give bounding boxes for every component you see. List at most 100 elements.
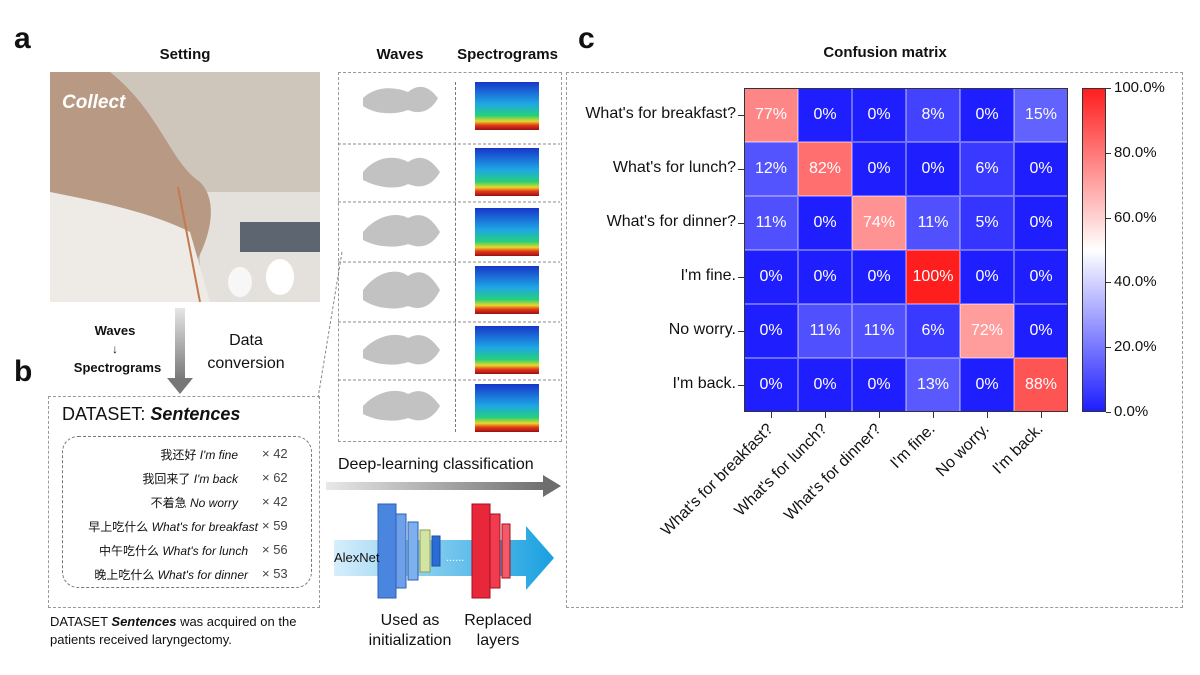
matrix-cell: 6% bbox=[906, 304, 960, 358]
matrix-cell: 0% bbox=[798, 196, 852, 250]
zoom-connector bbox=[318, 251, 343, 399]
row-label: What's for lunch? bbox=[612, 159, 736, 176]
strip-2 bbox=[363, 148, 539, 196]
matrix-cell: 0% bbox=[960, 250, 1014, 304]
row-tick bbox=[738, 223, 744, 224]
used-as-line1: Used as bbox=[380, 612, 440, 629]
replaced-line1: Replaced bbox=[464, 612, 532, 629]
row-tick bbox=[738, 169, 744, 170]
row-label: I'm fine. bbox=[680, 267, 736, 284]
waves-divider bbox=[455, 82, 456, 432]
waves-spectrograms-box bbox=[338, 72, 562, 442]
dataset-title: DATASET: Sentences bbox=[62, 404, 240, 425]
setting-title: Setting bbox=[159, 46, 211, 63]
list-item: 晚上吃什么 What's for dinner bbox=[94, 568, 248, 582]
colorbar-tick bbox=[1106, 347, 1111, 349]
column-tick bbox=[825, 412, 826, 418]
column-tick bbox=[933, 412, 934, 418]
matrix-cell: 100% bbox=[906, 250, 960, 304]
chart-title: Confusion matrix bbox=[823, 44, 947, 61]
used-as-line2: initialization bbox=[368, 632, 452, 649]
row-tick bbox=[738, 115, 744, 116]
matrix-cell: 12% bbox=[744, 142, 798, 196]
matrix-cell: 88% bbox=[1014, 358, 1068, 412]
matrix-cell: 0% bbox=[906, 142, 960, 196]
column-tick bbox=[1041, 412, 1042, 418]
list-item: 中午吃什么 What's for lunch bbox=[98, 544, 248, 558]
entry-count: × 42 bbox=[262, 494, 288, 509]
colorbar-tick-label: 100.0% bbox=[1114, 79, 1165, 96]
waves-header: Waves bbox=[376, 46, 424, 63]
matrix-cell: 0% bbox=[852, 358, 906, 412]
row-tick bbox=[738, 385, 744, 386]
colorbar-tick-label: 0.0% bbox=[1114, 403, 1149, 420]
network-dots: ...... bbox=[446, 552, 465, 564]
classification-arrow-head bbox=[543, 475, 561, 497]
dataset-title-prefix: DATASET: bbox=[62, 404, 151, 424]
colorbar-tick bbox=[1106, 217, 1111, 219]
wave-spectrogram-strips bbox=[338, 82, 560, 432]
colorbar-tick bbox=[1106, 88, 1111, 89]
strip-1 bbox=[363, 82, 539, 130]
dataset-caption-line1: DATASET Sentences was acquired on the bbox=[50, 614, 297, 629]
alexnet-label: AlexNet bbox=[334, 550, 380, 565]
matrix-cell: 0% bbox=[798, 250, 852, 304]
matrix-cell: 74% bbox=[852, 196, 906, 250]
matrix-cell: 11% bbox=[744, 196, 798, 250]
matrix-cell: 0% bbox=[960, 358, 1014, 412]
confusion-matrix-box bbox=[566, 72, 1183, 608]
matrix-cell: 0% bbox=[798, 358, 852, 412]
matrix-cell: 15% bbox=[1014, 88, 1068, 142]
list-item: 不着急 No worry bbox=[150, 496, 238, 510]
matrix-cell: 72% bbox=[960, 304, 1014, 358]
panel-label-b: b bbox=[14, 355, 33, 388]
conversion-arrow-head bbox=[167, 378, 193, 394]
conversion-arrow-glyph: ↓ bbox=[112, 342, 118, 356]
colorbar-tick bbox=[1106, 282, 1111, 284]
matrix-border bbox=[744, 88, 1068, 412]
dataset-caption-line2: patients received laryngectomy. bbox=[50, 632, 232, 647]
colorbar-tick-label: 20.0% bbox=[1114, 338, 1157, 356]
column-tick bbox=[879, 412, 880, 418]
colorbar-tick bbox=[1106, 412, 1111, 413]
entry-count: × 56 bbox=[262, 542, 288, 557]
conversion-label-line1: Data bbox=[229, 332, 263, 349]
conversion-label-line2: conversion bbox=[207, 355, 285, 372]
entry-count: × 62 bbox=[262, 470, 288, 485]
row-label: What's for breakfast? bbox=[585, 105, 736, 122]
list-item: 我回来了 I'm back bbox=[142, 472, 238, 486]
conversion-spectrograms: Spectrograms bbox=[73, 360, 162, 375]
row-label: I'm back. bbox=[672, 375, 736, 392]
conversion-arrow-shaft bbox=[175, 308, 185, 380]
colorbar-tick-label: 80.0% bbox=[1114, 143, 1157, 161]
row-tick bbox=[738, 331, 744, 332]
conversion-waves: Waves bbox=[94, 323, 136, 338]
strip-4 bbox=[363, 266, 539, 314]
strip-3 bbox=[363, 208, 539, 256]
matrix-cell: 5% bbox=[960, 196, 1014, 250]
matrix-cell: 0% bbox=[960, 88, 1014, 142]
column-tick bbox=[987, 412, 988, 418]
dataset-box bbox=[48, 396, 320, 608]
list-item: 早上吃什么 What's for breakfast bbox=[88, 520, 258, 534]
spectrograms-header: Spectrograms bbox=[457, 46, 558, 63]
setting-photo: Collect bbox=[50, 72, 320, 302]
entry-count: × 59 bbox=[262, 518, 288, 533]
row-tick bbox=[738, 277, 744, 278]
matrix-cell: 0% bbox=[852, 250, 906, 304]
panel-label-c: c bbox=[578, 22, 595, 55]
colorbar-tick-label: 60.0% bbox=[1114, 208, 1157, 226]
colorbar-gradient bbox=[1082, 88, 1106, 412]
panel-label-a: a bbox=[14, 22, 31, 55]
replaced-line2: layers bbox=[476, 632, 520, 649]
matrix-cell: 0% bbox=[744, 358, 798, 412]
matrix-cell: 11% bbox=[906, 196, 960, 250]
matrix-cell: 11% bbox=[852, 304, 906, 358]
matrix-cell: 0% bbox=[1014, 250, 1068, 304]
row-label: No worry. bbox=[668, 321, 736, 338]
matrix-cell: 0% bbox=[852, 88, 906, 142]
matrix-cell: 0% bbox=[1014, 142, 1068, 196]
matrix-cell: 82% bbox=[798, 142, 852, 196]
list-item: 我还好 I'm fine bbox=[160, 448, 238, 462]
entry-count: × 53 bbox=[262, 566, 288, 581]
